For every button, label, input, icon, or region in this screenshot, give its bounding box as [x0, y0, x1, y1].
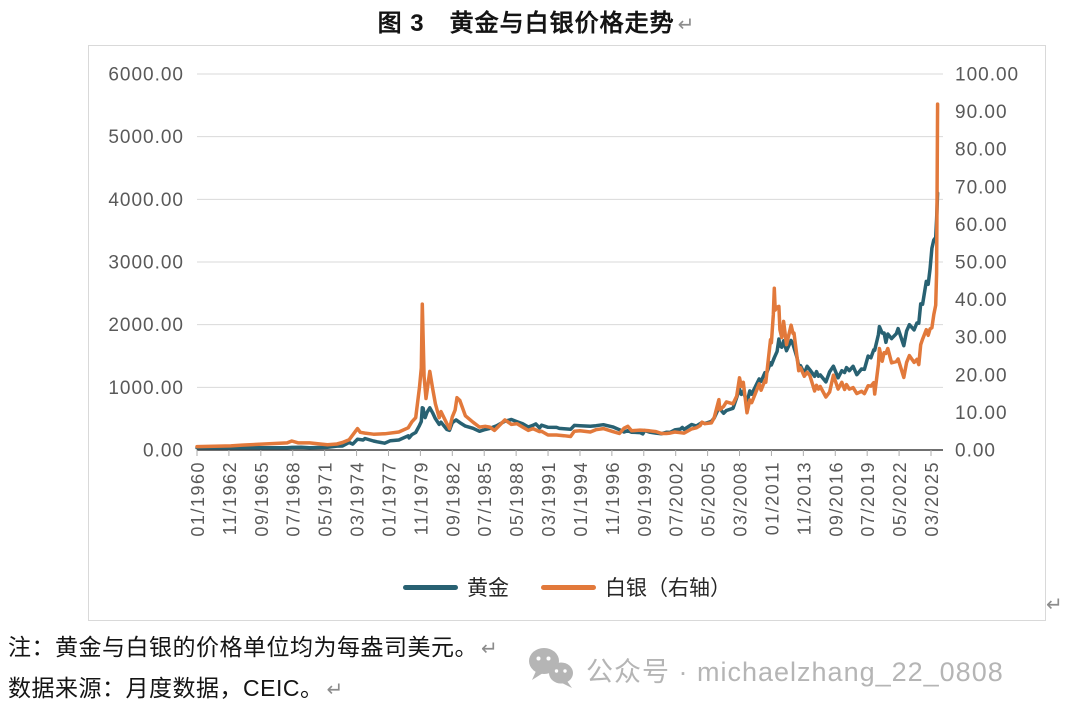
chart-figure-title-text: 图 3 黄金与白银价格走势 [377, 10, 675, 37]
note-line-2: 数据来源：月度数据，CEIC。 ↵ [8, 669, 344, 703]
watermark-text: 公众号 · michaelzhang_22_0808 [586, 656, 1004, 687]
x-axis-tick-label: 05/1988 [507, 461, 527, 537]
right-axis-tick-label: 0.00 [955, 441, 996, 462]
price-chart: 0.00 1000.00 2000.00 3000.00 4000.00 5000.00 6… [108, 65, 1019, 537]
wechat-icon [529, 648, 573, 688]
x-axis-tick-label: 01/1960 [188, 461, 208, 537]
left-axis-tick-label: 2000.00 [108, 315, 184, 336]
x-axis-tick-label: 03/2025 [922, 461, 942, 537]
right-axis-tick-label: 50.00 [955, 253, 1008, 274]
right-axis-tick-label: 20.00 [955, 365, 1008, 386]
chart-figure-title: 图 3 黄金与白银价格走势 ↵ [0, 3, 1073, 38]
left-axis-tick-label: 5000.00 [108, 127, 184, 148]
legend-item-silver: 白银（右轴） [541, 572, 731, 602]
chart-frame: 0.00 1000.00 2000.00 3000.00 4000.00 5000.00 6… [88, 45, 1046, 621]
return-mark-icon: ↵ [481, 638, 499, 660]
x-axis-tick-label: 09/1999 [635, 461, 655, 537]
x-axis-tick-label: 11/1979 [411, 461, 431, 535]
gold-line-swatch [403, 584, 458, 590]
x-axis-tick-label: 11/1962 [220, 461, 240, 535]
right-axis-tick-label: 70.00 [955, 177, 1008, 198]
x-axis-tick-label: 07/2002 [667, 461, 687, 537]
note-line-2-text: 数据来源：月度数据，CEIC。 [8, 675, 324, 701]
x-axis-tick-label: 03/2008 [731, 461, 751, 537]
legend-label-silver: 白银（右轴） [605, 577, 731, 600]
right-axis-tick-label: 100.00 [955, 65, 1019, 86]
x-axis-tick-label: 01/2011 [762, 461, 782, 535]
right-axis-tick-label: 60.00 [955, 215, 1008, 236]
x-axis-tick-label: 05/2022 [890, 461, 910, 537]
x-axis-tick-label: 05/2005 [699, 461, 719, 537]
chart-legend: 黄金 白银（右轴） [89, 572, 1045, 602]
left-axis-tick-label: 3000.00 [108, 253, 184, 274]
note-line-1: 注：黄金与白银的价格单位均为每盎司美元。 ↵ [8, 628, 498, 662]
x-axis-tick-label: 09/1965 [252, 461, 272, 537]
note-line-1-text: 注：黄金与白银的价格单位均为每盎司美元。 [8, 634, 478, 660]
right-axis-tick-label: 80.00 [955, 140, 1008, 161]
silver-line-swatch [541, 584, 596, 590]
return-mark-icon: ↵ [1046, 594, 1063, 616]
right-axis-tick-label: 30.00 [955, 328, 1008, 349]
x-axis-tick-label: 07/1968 [284, 461, 304, 537]
left-axis-tick-label: 1000.00 [108, 378, 184, 399]
x-axis-tick-label: 01/1977 [379, 461, 399, 537]
left-axis-tick-label: 0.00 [143, 441, 184, 462]
legend-item-gold: 黄金 [403, 572, 509, 602]
x-axis-tick-label: 09/1982 [443, 461, 463, 537]
legend-label-gold: 黄金 [467, 577, 509, 600]
x-axis-tick-label: 11/1996 [603, 461, 623, 535]
x-axis-tick-label: 01/1994 [571, 461, 591, 537]
x-axis-tick-label: 05/1971 [316, 461, 336, 537]
x-axis-tick-label: 03/1974 [348, 461, 368, 537]
return-mark-icon: ↵ [677, 14, 696, 36]
return-mark-icon: ↵ [326, 679, 344, 701]
x-axis-tick-label: 03/1991 [539, 461, 559, 537]
right-axis-tick-label: 90.00 [955, 102, 1008, 123]
x-axis-tick-label: 11/2013 [794, 461, 814, 535]
watermark: 公众号 · michaelzhang_22_0808 [526, 646, 1004, 692]
left-axis-tick-label: 4000.00 [108, 190, 184, 211]
series-line-gold [195, 191, 940, 450]
x-axis-tick-label: 07/2019 [858, 461, 878, 537]
right-axis-tick-label: 40.00 [955, 290, 1008, 311]
right-axis-tick-label: 10.00 [955, 403, 1008, 424]
left-axis-tick-label: 6000.00 [108, 65, 184, 86]
x-axis-tick-label: 09/2016 [826, 461, 846, 537]
series-line-silver [195, 102, 940, 449]
x-axis-tick-label: 07/1985 [475, 461, 495, 537]
